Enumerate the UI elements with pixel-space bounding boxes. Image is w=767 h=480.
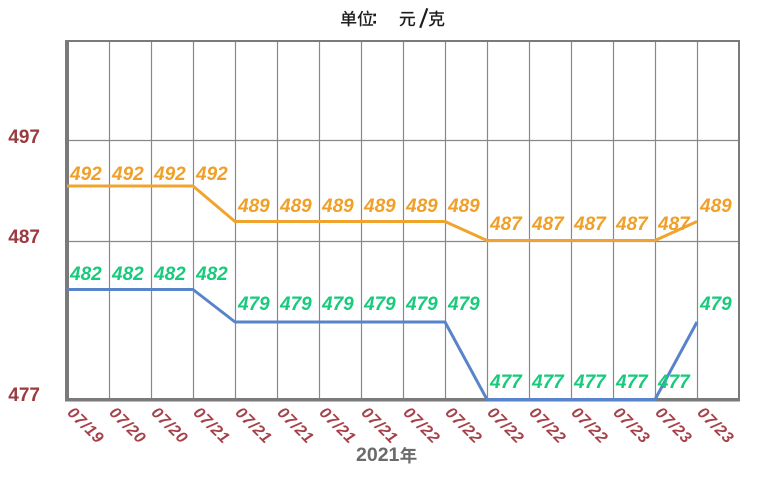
svg-text:489: 489 <box>237 196 270 217</box>
svg-text:482: 482 <box>195 264 228 285</box>
svg-text:479: 479 <box>699 294 732 315</box>
svg-text:492: 492 <box>153 164 186 185</box>
svg-text:479: 479 <box>279 294 312 315</box>
svg-text:487: 487 <box>657 214 691 235</box>
svg-text:489: 489 <box>447 196 480 217</box>
svg-text:487: 487 <box>573 214 607 235</box>
svg-text:479: 479 <box>447 294 480 315</box>
svg-text:477: 477 <box>8 385 40 406</box>
svg-text:487: 487 <box>489 214 523 235</box>
svg-text:482: 482 <box>111 264 144 285</box>
svg-text:477: 477 <box>531 372 565 393</box>
svg-text:492: 492 <box>111 164 144 185</box>
svg-text:492: 492 <box>195 164 228 185</box>
svg-text:479: 479 <box>237 294 270 315</box>
svg-text:497: 497 <box>8 127 40 148</box>
svg-text:2021: 2021 <box>356 444 400 466</box>
svg-text:487: 487 <box>531 214 565 235</box>
svg-text:487: 487 <box>615 214 649 235</box>
svg-text:489: 489 <box>699 196 732 217</box>
svg-text:487: 487 <box>8 227 40 248</box>
svg-text:477: 477 <box>489 372 523 393</box>
svg-text:479: 479 <box>321 294 354 315</box>
svg-text:492: 492 <box>69 164 102 185</box>
svg-text:489: 489 <box>321 196 354 217</box>
svg-text:479: 479 <box>363 294 396 315</box>
svg-text:489: 489 <box>279 196 312 217</box>
svg-text:482: 482 <box>69 264 102 285</box>
svg-text:479: 479 <box>405 294 438 315</box>
svg-text:477: 477 <box>657 372 691 393</box>
svg-text:482: 482 <box>153 264 186 285</box>
svg-text:477: 477 <box>573 372 607 393</box>
svg-text:489: 489 <box>363 196 396 217</box>
svg-text:489: 489 <box>405 196 438 217</box>
svg-text:477: 477 <box>615 372 649 393</box>
